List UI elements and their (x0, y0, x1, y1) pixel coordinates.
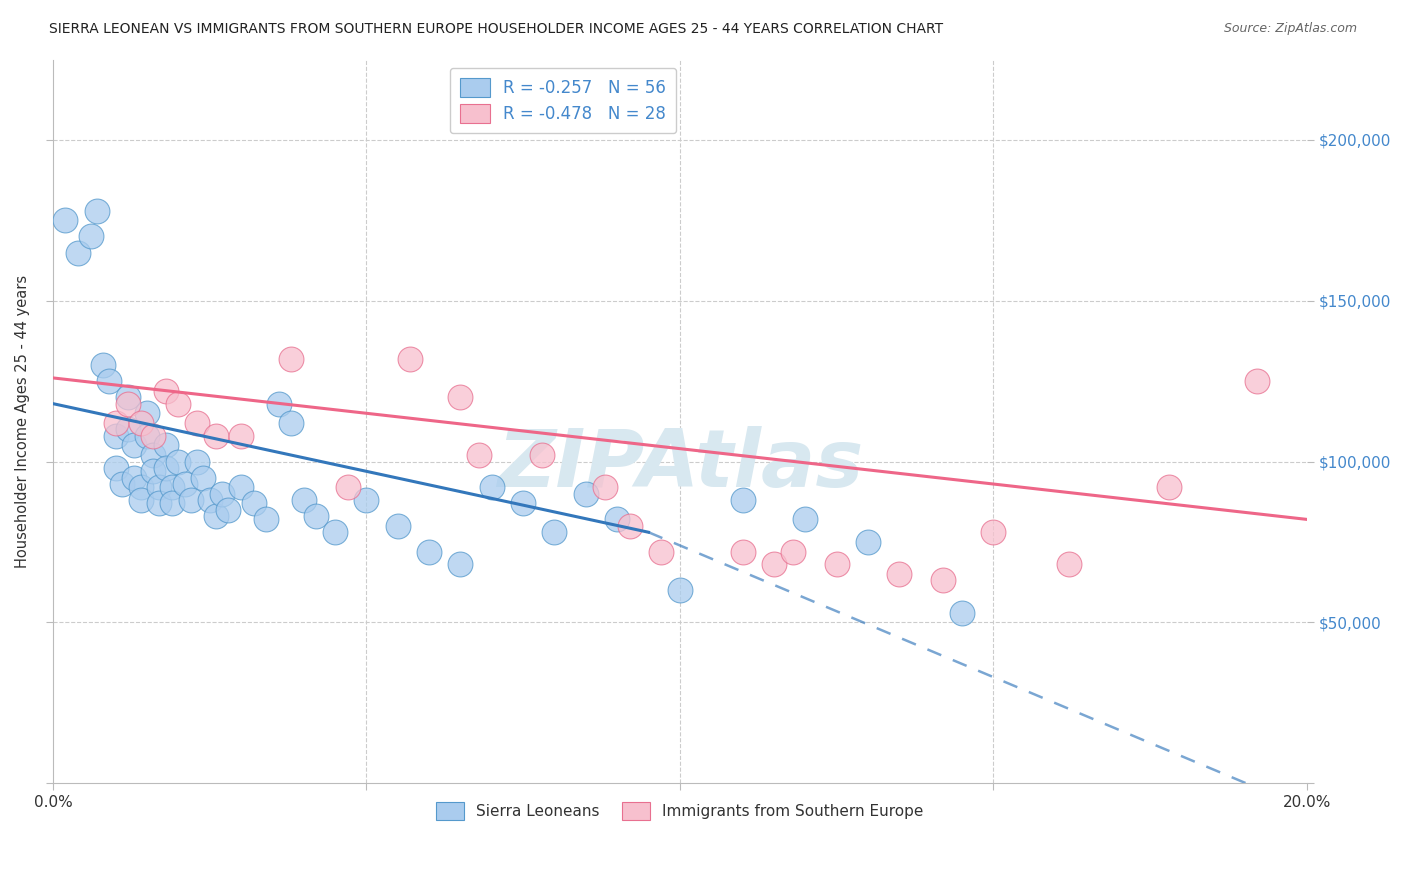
Point (229, 429, 252, 443)
Point (160, 480, 183, 494)
Point (512, 496, 534, 510)
Point (530, 448, 553, 462)
Point (86, 203, 108, 218)
Point (468, 448, 491, 462)
Point (242, 496, 264, 510)
Point (280, 351, 302, 366)
Point (418, 544, 440, 558)
Point (205, 509, 228, 524)
Point (98, 374, 121, 388)
Point (229, 480, 252, 494)
Point (129, 416, 152, 430)
Point (825, 558, 848, 572)
Point (280, 416, 302, 430)
Point (117, 422, 139, 436)
Point (155, 384, 177, 398)
Point (148, 496, 170, 510)
Point (104, 429, 127, 443)
Point (399, 351, 422, 366)
Point (205, 429, 228, 443)
Point (167, 397, 190, 411)
Point (1157, 480, 1180, 494)
Point (932, 574, 955, 588)
Point (305, 509, 328, 524)
Point (180, 493, 202, 508)
Point (148, 480, 170, 494)
Point (323, 525, 346, 540)
Point (129, 480, 152, 494)
Point (731, 493, 754, 508)
Point (211, 486, 233, 500)
Point (669, 583, 692, 598)
Point (117, 397, 139, 411)
Text: ZIPAtlas: ZIPAtlas (496, 425, 863, 504)
Point (186, 454, 208, 468)
Point (186, 416, 208, 430)
Point (173, 477, 195, 491)
Point (142, 464, 165, 478)
Point (254, 512, 277, 526)
Point (124, 438, 146, 452)
Point (731, 544, 754, 558)
Text: SIERRA LEONEAN VS IMMIGRANTS FROM SOUTHERN EUROPE HOUSEHOLDER INCOME AGES 25 - 4: SIERRA LEONEAN VS IMMIGRANTS FROM SOUTHE… (49, 22, 943, 37)
Point (136, 429, 159, 443)
Point (155, 461, 177, 475)
Point (593, 480, 616, 494)
Point (606, 512, 628, 526)
Point (575, 486, 598, 500)
Point (950, 606, 973, 620)
Point (449, 558, 471, 572)
Point (387, 518, 409, 533)
Legend: Sierra Leoneans, Immigrants from Southern Europe: Sierra Leoneans, Immigrants from Souther… (430, 797, 929, 826)
Point (762, 558, 785, 572)
Point (193, 470, 215, 484)
Point (983, 525, 1005, 540)
Point (449, 390, 471, 404)
Point (55, 213, 77, 227)
Point (619, 518, 641, 533)
Point (292, 493, 315, 508)
Point (160, 496, 183, 510)
Point (889, 567, 911, 582)
Point (111, 477, 134, 491)
Point (104, 461, 127, 475)
Point (104, 416, 127, 430)
Point (124, 470, 146, 484)
Y-axis label: Householder Income Ages 25 - 44 years: Householder Income Ages 25 - 44 years (15, 275, 30, 568)
Point (142, 448, 165, 462)
Point (481, 480, 503, 494)
Point (267, 397, 290, 411)
Point (79, 229, 101, 244)
Point (1057, 558, 1080, 572)
Point (198, 493, 221, 508)
Point (856, 535, 879, 549)
Point (167, 454, 190, 468)
Text: Source: ZipAtlas.com: Source: ZipAtlas.com (1223, 22, 1357, 36)
Point (117, 390, 139, 404)
Point (129, 493, 152, 508)
Point (155, 438, 177, 452)
Point (782, 544, 804, 558)
Point (66, 245, 89, 260)
Point (336, 480, 359, 494)
Point (1246, 374, 1268, 388)
Point (543, 525, 565, 540)
Point (91, 358, 114, 372)
Point (136, 406, 159, 420)
Point (794, 512, 817, 526)
Point (650, 544, 672, 558)
Point (356, 493, 378, 508)
Point (217, 502, 239, 516)
Point (142, 429, 165, 443)
